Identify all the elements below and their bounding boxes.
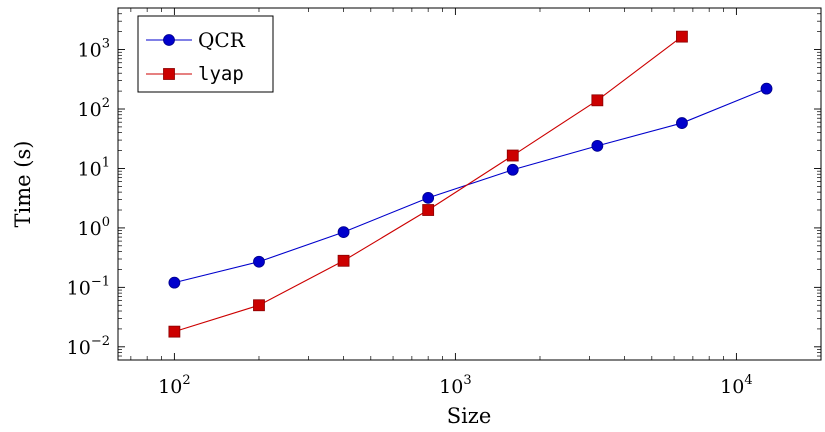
data-point-lyap xyxy=(337,254,350,267)
plot-frame xyxy=(117,7,822,361)
y-tick-label: 103 xyxy=(78,37,110,62)
data-point-lyap xyxy=(168,325,181,338)
x-tick-label: 103 xyxy=(439,373,471,398)
y-tick-label: 100 xyxy=(78,215,110,240)
legend-label-qcr: QCR xyxy=(198,28,246,52)
data-point-qcr xyxy=(760,82,773,95)
legend-box xyxy=(137,15,274,93)
data-point-qcr xyxy=(168,276,181,289)
legend-marker-lyap xyxy=(163,68,175,80)
minor-ticks xyxy=(118,8,821,360)
data-point-qcr xyxy=(422,191,435,204)
major-ticks xyxy=(118,8,821,360)
data-point-lyap xyxy=(676,30,688,43)
data-point-qcr xyxy=(676,117,688,129)
y-tick-label: 10−1 xyxy=(67,274,110,299)
y-tick-labels: 10−2 10−1 100 101 102 103 xyxy=(67,37,110,359)
series-line-qcr xyxy=(174,88,767,284)
data-point-lyap xyxy=(591,94,604,107)
legend-label-lyap: lyap xyxy=(198,63,244,85)
series-layer xyxy=(168,30,773,338)
x-tick-label: 102 xyxy=(158,373,190,398)
data-point-lyap xyxy=(506,149,519,162)
y-tick-label: 101 xyxy=(78,155,110,180)
data-point-lyap xyxy=(422,204,435,216)
y-axis-label: Time (s) xyxy=(11,141,35,228)
y-tick-label: 10−2 xyxy=(67,334,110,359)
data-point-qcr xyxy=(591,139,604,152)
x-axis-label: Size xyxy=(447,404,492,428)
data-point-qcr xyxy=(506,163,519,176)
data-point-qcr xyxy=(337,226,350,239)
x-tick-labels: 102 103 104 xyxy=(158,373,752,398)
y-tick-label: 102 xyxy=(78,96,110,121)
data-point-qcr xyxy=(253,255,265,268)
legend: QCR lyap xyxy=(137,15,274,93)
legend-marker-qcr xyxy=(163,34,175,46)
data-point-lyap xyxy=(253,299,265,312)
x-tick-label: 104 xyxy=(720,373,752,398)
